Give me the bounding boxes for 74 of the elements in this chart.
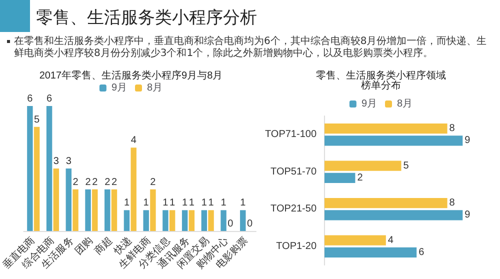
text: 在零售和生活服务类小程序中，垂直电商和综合电商均为6个，其中综合电商较8月份增加一倍，而快递、生鲜电商类小程序较8月份分别减少3个和1个，除此之外新增购物中心，以及电影购票类小程序。 xyxy=(14,36,488,60)
bar xyxy=(53,168,60,231)
data-label: 2 xyxy=(111,176,118,188)
data-label: 1 xyxy=(220,198,227,209)
bar xyxy=(324,172,356,184)
bar xyxy=(46,106,52,231)
data-label: 8 xyxy=(449,123,456,134)
data-label: 1 xyxy=(124,198,130,209)
data-label: 0 xyxy=(246,218,253,230)
bar xyxy=(324,136,463,146)
legend-label: 9月 xyxy=(361,98,377,110)
data-label: 4 xyxy=(130,135,137,146)
bar xyxy=(72,189,78,231)
legend-label: 9月 xyxy=(111,82,127,94)
data-label: 1 xyxy=(182,198,188,209)
data-label: 1 xyxy=(143,198,150,209)
data-label: 8 xyxy=(449,198,456,209)
bar xyxy=(130,148,136,231)
data-label: 3 xyxy=(66,156,72,167)
data-label: 2 xyxy=(92,176,98,188)
bar xyxy=(124,210,130,231)
data-label: 1 xyxy=(201,198,208,209)
data-label: 1 xyxy=(162,198,169,209)
data-label: 1 xyxy=(188,198,195,209)
bar xyxy=(66,168,72,231)
bar xyxy=(324,235,386,246)
bar xyxy=(208,210,214,231)
data-label: 4 xyxy=(388,234,394,246)
bar xyxy=(150,189,156,231)
data-label: 6 xyxy=(46,94,53,104)
bar xyxy=(169,210,176,231)
data-label: 5 xyxy=(34,114,40,126)
chart-title: 零售、生活服务类小程序领域榜单分布 xyxy=(316,70,446,92)
bar xyxy=(162,210,168,231)
data-label: 5 xyxy=(403,160,410,172)
data-label: 2 xyxy=(150,176,156,188)
data-label: 2 xyxy=(357,172,364,184)
y-tick-label: TOP1-20 xyxy=(276,240,317,252)
bar xyxy=(34,126,40,231)
bar xyxy=(188,210,195,231)
data-label: 1 xyxy=(170,198,176,209)
bar xyxy=(85,189,91,231)
y-tick-label: TOP51-70 xyxy=(270,166,317,178)
bar xyxy=(324,160,402,171)
text: 零售、生活服务类小程序分析 xyxy=(36,7,257,29)
chart-title: 2017年零售、生活服务类小程序9月与8月 xyxy=(39,70,223,82)
data-label: 6 xyxy=(27,94,34,104)
bar xyxy=(201,210,208,231)
data-label: 2 xyxy=(85,176,92,188)
data-label: 1 xyxy=(240,198,246,209)
data-label: 3 xyxy=(53,156,60,167)
bar xyxy=(324,198,448,208)
data-label: 6 xyxy=(418,246,425,258)
data-label: 9 xyxy=(464,210,471,221)
bar xyxy=(143,210,149,231)
bar xyxy=(104,189,110,231)
bar xyxy=(220,210,226,231)
data-label: 1 xyxy=(208,198,214,209)
bar xyxy=(27,106,33,231)
legend-label: 8月 xyxy=(397,98,413,110)
bar xyxy=(111,189,118,231)
data-label: 2 xyxy=(104,176,111,188)
data-label: 2 xyxy=(72,176,79,188)
bar xyxy=(324,247,417,258)
bar xyxy=(324,210,463,220)
y-tick-label: TOP71-100 xyxy=(265,129,317,140)
data-label: 9 xyxy=(464,135,471,146)
bar xyxy=(182,210,188,231)
bar xyxy=(240,210,246,231)
bar xyxy=(324,123,448,134)
y-tick-label: TOP21-50 xyxy=(270,204,317,215)
legend-label: 8月 xyxy=(147,82,163,94)
data-label: 0 xyxy=(228,218,234,230)
bar xyxy=(92,189,98,231)
